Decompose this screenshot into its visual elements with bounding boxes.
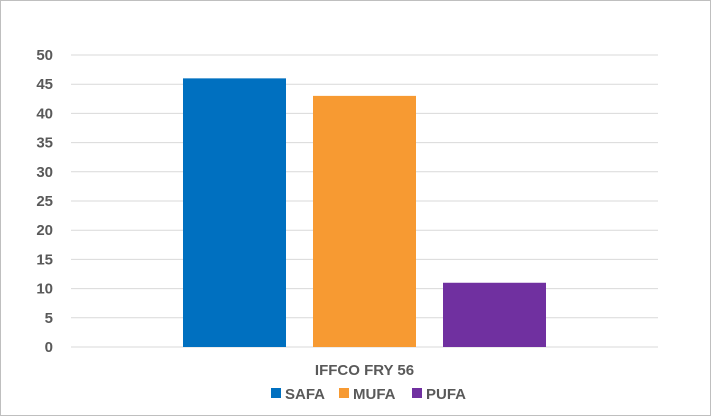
y-tick-label: 20	[36, 222, 53, 239]
bar-pufa	[443, 282, 546, 347]
bars	[183, 78, 546, 348]
x-category-label: IFFCO FRY 56	[315, 362, 414, 379]
bar-mufa	[313, 95, 416, 347]
y-tick-label: 0	[45, 339, 53, 356]
legend-swatch-pufa	[412, 388, 422, 398]
y-axis-ticks: 0 5 10 15 20 25 30 35 40 45 50	[36, 47, 53, 356]
y-tick-label: 50	[36, 47, 53, 64]
y-tick-label: 15	[36, 251, 53, 268]
legend: SAFA MUFA PUFA	[271, 386, 466, 403]
legend-label-mufa: MUFA	[353, 386, 396, 403]
y-tick-label: 40	[36, 105, 53, 122]
legend-label-pufa: PUFA	[426, 386, 466, 403]
y-tick-label: 10	[36, 281, 53, 298]
bar-safa	[183, 78, 286, 348]
y-tick-label: 25	[36, 193, 53, 210]
y-tick-label: 5	[45, 310, 53, 327]
legend-swatch-safa	[271, 388, 281, 398]
y-tick-label: 30	[36, 164, 53, 181]
y-tick-label: 35	[36, 135, 53, 152]
legend-swatch-mufa	[339, 388, 349, 398]
x-axis-categories: IFFCO FRY 56	[315, 362, 414, 379]
legend-label-safa: SAFA	[285, 386, 325, 403]
y-tick-label: 45	[36, 76, 53, 93]
